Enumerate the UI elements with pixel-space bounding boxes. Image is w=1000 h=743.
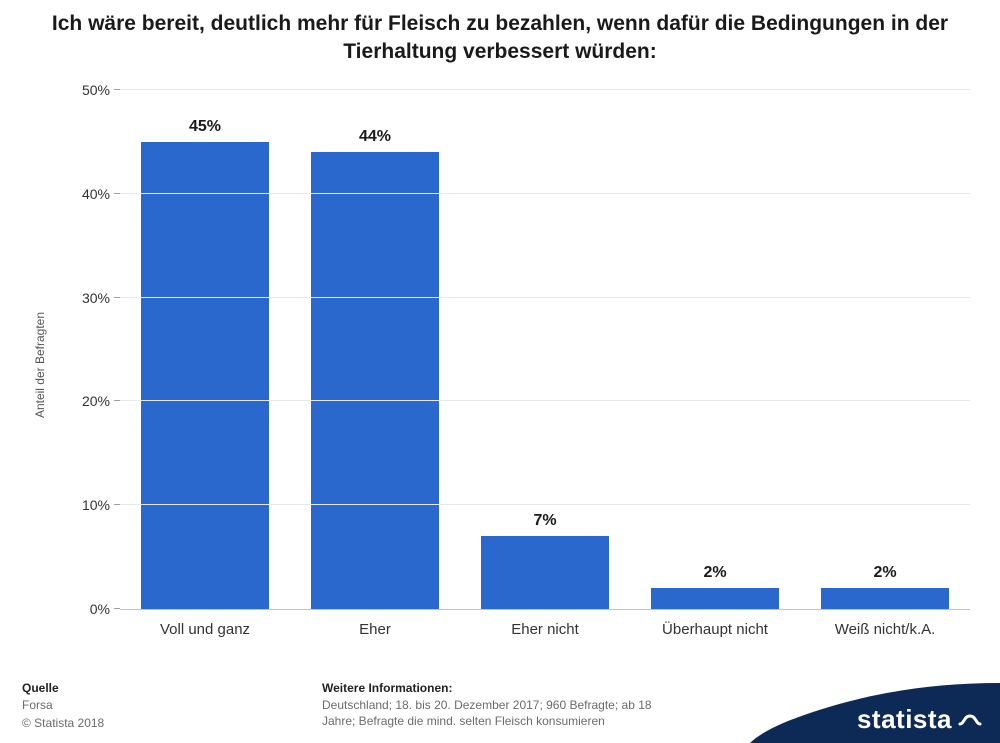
chart-title: Ich wäre bereit, deutlich mehr für Fleis… [0, 0, 1000, 67]
bar-value-label: 2% [873, 564, 896, 582]
y-tick-label: 10% [82, 497, 110, 513]
x-category-label: Überhaupt nicht [662, 621, 768, 638]
bar: 7% [481, 536, 609, 609]
y-tick-mark [114, 400, 120, 401]
x-category-label: Eher [359, 621, 391, 638]
bar-value-label: 44% [359, 128, 391, 146]
gridline [120, 400, 970, 401]
chart: Anteil der Befragten 45%44%7%2%2% 0%10%2… [50, 80, 980, 650]
y-tick-mark [114, 608, 120, 609]
x-category-label: Weiß nicht/k.A. [835, 621, 936, 638]
bars-layer: 45% 44% 7% 2% 2% [120, 90, 970, 609]
source-line-1: Forsa [22, 697, 104, 713]
gridline [120, 504, 970, 505]
y-tick-mark [114, 89, 120, 90]
plot-area: 45%44%7%2%2% 0%10%20%30%40%50%Voll und g… [120, 90, 970, 610]
y-tick-label: 50% [82, 82, 110, 98]
x-category-label: Voll und ganz [160, 621, 250, 638]
y-tick-label: 0% [90, 601, 110, 617]
bar: 2% [821, 588, 949, 609]
gridline [120, 89, 970, 90]
bar-value-label: 2% [703, 564, 726, 582]
bar: 2% [651, 588, 779, 609]
source-title: Quelle [22, 681, 104, 695]
bar-value-label: 7% [533, 512, 556, 530]
x-category-label: Eher nicht [511, 621, 579, 638]
bar: 44% [311, 152, 439, 609]
bar: 45% [141, 142, 269, 609]
y-tick-mark [114, 297, 120, 298]
y-tick-label: 40% [82, 186, 110, 202]
statista-logo: statista [750, 683, 1000, 743]
statista-wave-icon [958, 708, 982, 732]
info-title: Weitere Informationen: [322, 681, 652, 695]
info-text: Deutschland; 18. bis 20. Dezember 2017; … [322, 697, 652, 729]
y-axis-label: Anteil der Befragten [33, 312, 47, 418]
statista-logo-text: statista [857, 704, 952, 735]
y-tick-label: 20% [82, 393, 110, 409]
y-tick-label: 30% [82, 290, 110, 306]
gridline [120, 297, 970, 298]
y-tick-mark [114, 193, 120, 194]
bar-value-label: 45% [189, 118, 221, 136]
source-line-2: © Statista 2018 [22, 715, 104, 731]
y-tick-mark [114, 504, 120, 505]
gridline [120, 193, 970, 194]
